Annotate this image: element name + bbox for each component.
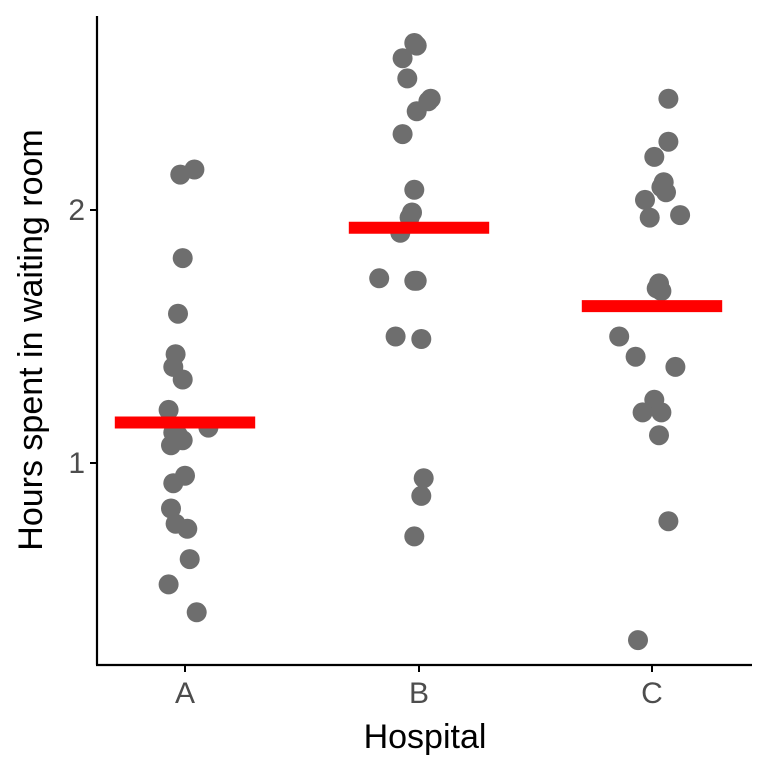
data-point — [644, 146, 665, 167]
data-point — [170, 164, 191, 185]
x-tick-label-c: C — [641, 677, 663, 710]
data-point — [172, 369, 193, 390]
data-point — [404, 179, 425, 200]
data-point — [392, 124, 413, 145]
data-point — [413, 468, 434, 489]
data-point — [411, 485, 432, 506]
data-point — [609, 326, 630, 347]
y-axis-ticks: 12 — [68, 194, 97, 480]
mean-lines — [114, 221, 723, 429]
y-tick-label: 1 — [68, 447, 85, 480]
data-point — [658, 88, 679, 109]
data-point — [369, 268, 390, 289]
data-point — [651, 402, 672, 423]
data-point — [397, 68, 418, 89]
data-point — [406, 101, 427, 122]
data-point — [635, 189, 655, 210]
x-axis-title: Hospital — [364, 718, 487, 756]
data-point — [658, 131, 679, 152]
x-axis-ticks: A B C — [175, 665, 663, 710]
data-point — [656, 182, 676, 203]
data-point — [179, 549, 200, 570]
y-axis-title: Hours spent in waiting room — [12, 129, 50, 550]
data-point — [404, 526, 425, 547]
data-point — [186, 602, 207, 623]
data-point — [406, 270, 427, 291]
data-point — [172, 248, 193, 269]
data-point — [411, 329, 432, 349]
data-point — [625, 346, 646, 367]
data-point — [392, 48, 413, 69]
data-point — [406, 35, 427, 56]
data-point — [665, 356, 686, 377]
x-tick-label-b: B — [409, 677, 429, 710]
data-point — [639, 207, 660, 228]
x-tick-label-a: A — [175, 677, 195, 710]
data-point — [161, 498, 181, 519]
data-point — [628, 630, 648, 651]
data-point — [163, 473, 184, 494]
data-point — [168, 303, 188, 324]
y-tick-label: 2 — [68, 194, 85, 227]
data-points — [158, 33, 691, 651]
data-point — [649, 425, 669, 446]
data-point — [158, 399, 179, 420]
data-point — [161, 435, 181, 456]
data-point — [158, 574, 179, 595]
data-point — [385, 326, 406, 347]
data-point — [670, 205, 691, 226]
data-point — [177, 518, 198, 539]
data-point — [658, 511, 679, 532]
data-point — [651, 281, 672, 301]
data-point — [632, 402, 653, 423]
